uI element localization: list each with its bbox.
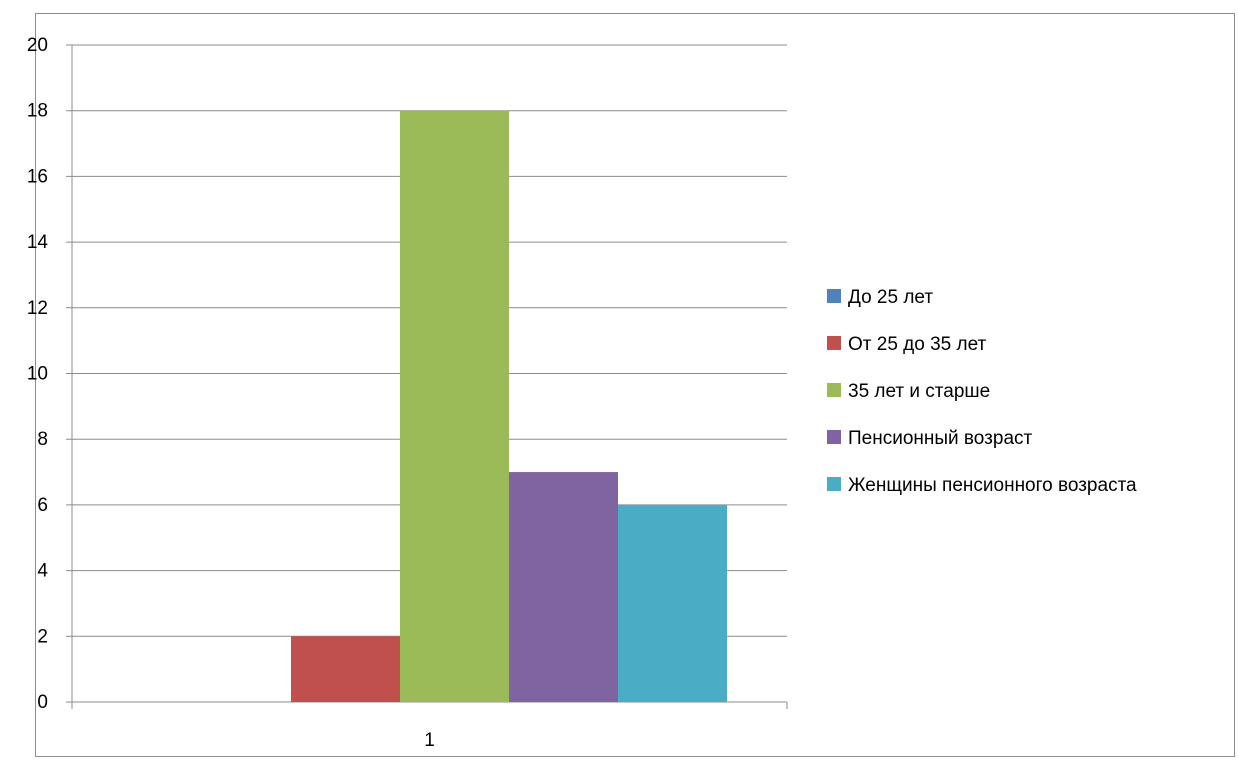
y-tick-label: 18 — [27, 101, 48, 122]
y-tick-label: 10 — [27, 364, 48, 385]
legend-label: Женщины пенсионного возраста — [848, 475, 1137, 496]
y-tick-label: 4 — [37, 561, 48, 582]
legend-swatch — [827, 289, 841, 303]
bar — [618, 504, 727, 702]
legend: До 25 лет От 25 до 35 лет 35 лет и старше П… — [827, 287, 1137, 496]
legend-swatch — [827, 477, 841, 491]
legend-swatch — [827, 383, 841, 397]
bar — [291, 636, 400, 702]
legend-swatch — [827, 430, 841, 444]
y-tick-label: 14 — [27, 232, 49, 253]
y-tick-label: 2 — [37, 626, 48, 647]
legend-swatch — [827, 336, 841, 350]
bar — [509, 472, 618, 702]
legend-label: От 25 до 35 лет — [848, 334, 987, 355]
y-axis-tick-labels: 0 2 4 6 8 10 12 14 16 18 20 — [27, 35, 49, 713]
y-tick-label: 16 — [27, 166, 48, 187]
y-tick-label: 0 — [37, 692, 48, 713]
legend-label: До 25 лет — [848, 287, 933, 308]
x-axis-tick-labels: 1 — [424, 730, 435, 751]
y-tick-label: 6 — [37, 495, 48, 516]
y-tick-label: 8 — [37, 429, 48, 450]
legend-label: Пенсионный возраст — [848, 428, 1033, 449]
y-tick-label: 20 — [27, 35, 48, 56]
bar — [400, 110, 509, 702]
y-tick-label: 12 — [27, 298, 48, 319]
x-tick-label: 1 — [424, 730, 435, 751]
legend-label: 35 лет и старше — [848, 381, 990, 402]
bars — [291, 110, 727, 702]
